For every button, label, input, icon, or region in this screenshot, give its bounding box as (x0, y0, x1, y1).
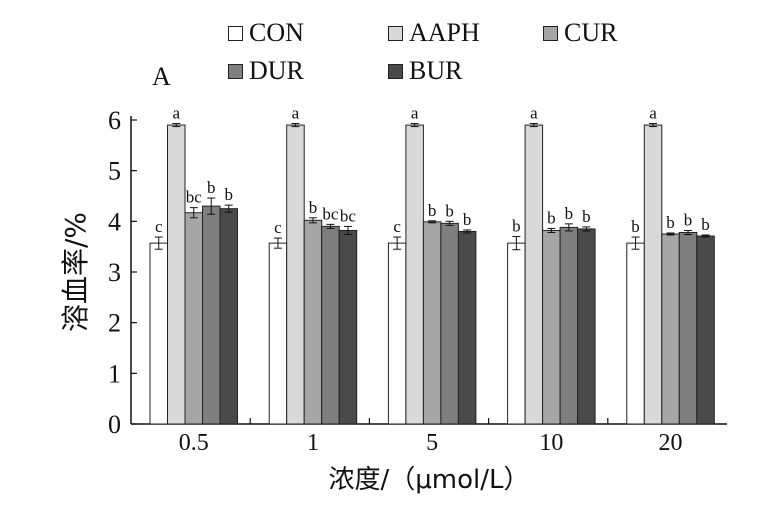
legend-swatch-aaph (388, 25, 403, 41)
legend-label-cur: CUR (564, 18, 618, 47)
bar (184, 212, 203, 425)
y-tick-label: 5 (108, 157, 121, 186)
significance-label: bc (322, 204, 339, 223)
significance-label: b (207, 178, 216, 197)
significance-label: b (582, 207, 591, 226)
significance-label: bc (340, 206, 357, 225)
bar (440, 222, 459, 425)
significance-label: b (547, 208, 556, 227)
legend-swatch-dur (228, 63, 243, 79)
significance-label: a (411, 104, 419, 123)
significance-label: b (309, 198, 318, 217)
bar (678, 231, 698, 425)
legend-swatch-cur (543, 25, 558, 41)
x-tick-label: 1 (307, 430, 319, 456)
bar (321, 225, 340, 425)
bar (219, 208, 238, 425)
significance-label: a (172, 104, 180, 123)
significance-label: a (292, 104, 300, 123)
significance-label: b (631, 217, 640, 236)
legend-swatch-bur (388, 63, 403, 79)
significance-label: b (445, 201, 454, 220)
legend-item-cur: CUR (543, 18, 617, 48)
bar (286, 124, 305, 425)
bar (303, 219, 323, 425)
legend-label-bur: BUR (409, 56, 463, 85)
significance-label: b (701, 215, 710, 234)
bar (202, 205, 221, 425)
bar (559, 226, 579, 425)
bar (577, 228, 596, 425)
bar (149, 242, 168, 425)
bar (507, 242, 526, 425)
x-axis-title: 浓度/（μmol/L） (328, 465, 529, 495)
significance-label: c (155, 217, 163, 236)
panel-label: A (152, 62, 171, 91)
bar (626, 242, 645, 425)
bar (643, 124, 663, 425)
x-tick-label: 20 (659, 430, 683, 456)
significance-label: b (428, 201, 437, 220)
legend-item-con: CON (228, 18, 304, 48)
chart-legend: CON AAPH CUR DUR BUR (0, 0, 784, 100)
bar (457, 230, 477, 425)
y-axis-title: 溶血率/% (59, 212, 92, 332)
bar (524, 124, 544, 425)
significance-label: b (565, 204, 574, 223)
significance-label: a (530, 104, 538, 123)
significance-label: c (274, 218, 282, 237)
legend-item-bur: BUR (388, 56, 462, 86)
significance-label: b (666, 213, 675, 232)
legend-label-con: CON (249, 18, 304, 47)
significance-label: b (684, 210, 693, 229)
y-tick-label: 1 (108, 359, 121, 388)
legend-swatch-con (228, 25, 243, 41)
legend-label-dur: DUR (249, 56, 304, 85)
significance-label: b (463, 210, 472, 229)
y-tick-label: 3 (108, 258, 121, 287)
significance-label: c (393, 217, 401, 236)
bar (167, 124, 186, 425)
bar (542, 229, 561, 425)
significance-label: b (512, 217, 521, 236)
bar (661, 233, 680, 425)
y-tick-label: 0 (108, 410, 121, 439)
bar (405, 124, 424, 425)
bar (268, 242, 288, 425)
significance-label: a (649, 104, 657, 123)
x-tick-label: 5 (426, 430, 438, 456)
x-tick-label: 10 (539, 430, 563, 456)
y-tick-label: 4 (108, 207, 121, 236)
legend-label-aaph: AAPH (409, 18, 480, 47)
y-tick-label: 2 (108, 309, 121, 338)
bar (422, 221, 442, 425)
bar (338, 229, 358, 425)
significance-label: bc (186, 188, 203, 207)
significance-label: b (225, 185, 234, 204)
bar (696, 235, 715, 425)
legend-item-aaph: AAPH (388, 18, 480, 48)
y-tick-label: 6 (108, 106, 121, 135)
legend-item-dur: DUR (228, 56, 304, 86)
bar (387, 242, 407, 425)
x-tick-label: 0.5 (179, 430, 209, 456)
